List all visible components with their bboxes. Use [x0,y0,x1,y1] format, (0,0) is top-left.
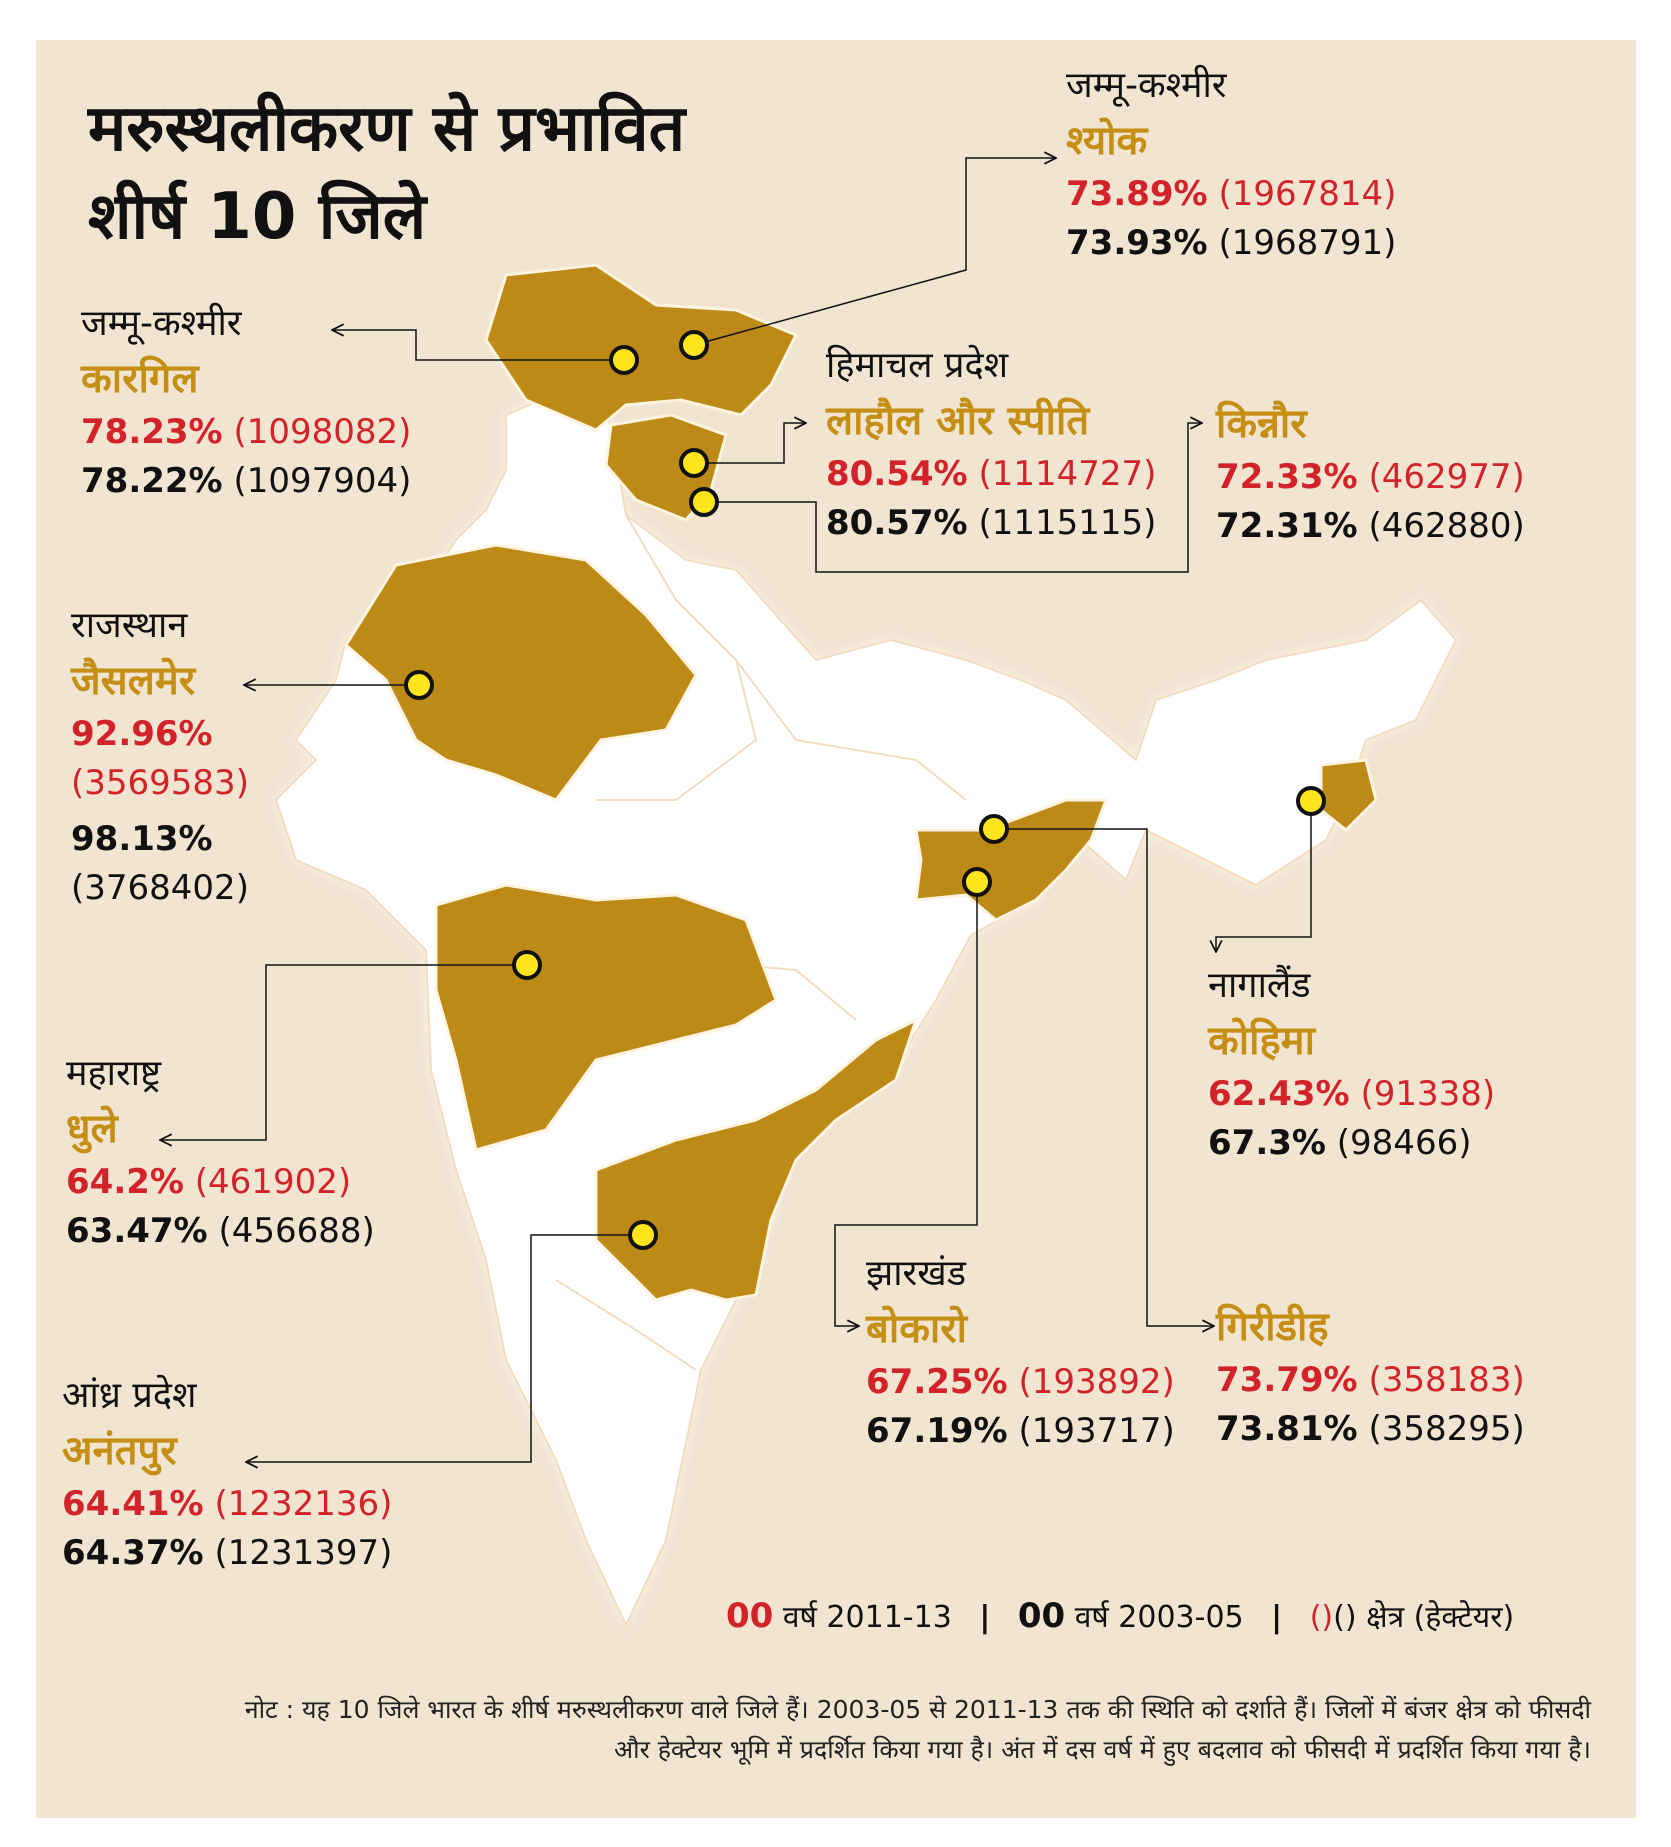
leader-kohima [1216,801,1312,952]
legend-area-label: क्षेत्र (हेक्टेयर) [1366,1600,1515,1635]
india-map [36,40,1458,1628]
label-jaisalmer: राजस्थान जैसलमेर 92.96% (3569583) 98.13%… [71,600,249,913]
maharashtra-region [434,883,778,1152]
marker-anantapur [628,1220,658,1250]
state-name: जम्मू-कश्मीर [81,303,242,344]
stat-2011-13: 80.54% (1114727) [826,454,1157,495]
stat-2011-13: 64.2% (461902) [66,1162,352,1203]
label-shyok: जम्मू-कश्मीर श्योक 73.89% (1967814) 73.9… [1066,60,1396,269]
stat-2011-13: 73.79% (358183) [1216,1360,1525,1400]
stat-2003-05: 73.93% (1968791) [1066,223,1397,264]
marker-jaisalmer [404,670,434,700]
label-anantapur: आंध्र प्रदेश अनंतपुर 64.41% (1232136) 64… [62,1370,392,1579]
rajasthan-region [344,543,698,802]
jharkhand-region [914,798,1109,922]
legend-paren-black: () [1333,1600,1357,1635]
jammu-kashmir-region [484,263,799,432]
highlighted-states [344,263,1378,1302]
stat-2003-05: 64.37% (1231397) [62,1533,393,1574]
district-name: कारगिल [81,356,199,403]
leader-anantapur [246,1234,643,1462]
state-name: हिमाचल प्रदेश [826,345,1009,386]
district-name: श्योक [1066,118,1148,165]
infographic-panel: मरुस्थलीकरण से प्रभावित शीर्ष 10 जिले जम… [36,40,1636,1818]
district-name: अनंतपुर [62,1428,177,1475]
legend-black-label: वर्ष 2003-05 [1074,1600,1244,1635]
title-line-2: शीर्ष 10 जिले [88,180,427,254]
stat-2003-05: 67.19% (193717) [866,1411,1175,1452]
state-name: आंध्र प्रदेश [62,1375,197,1416]
leader-bokaro [834,882,978,1326]
marker-giridih [979,814,1009,844]
footnote-line-1: नोट : यह 10 जिले भारत के शीर्ष मरुस्थलीक… [244,1695,1591,1724]
stat-2003-05: 73.81% (358295) [1216,1409,1525,1450]
district-markers [404,330,1326,1250]
title-line-1: मरुस्थलीकरण से प्रभावित [88,92,686,166]
state-name: महाराष्ट्र [66,1053,162,1094]
district-name: जैसलमेर [71,658,196,705]
marker-kargil [609,345,639,375]
leader-dhule [160,964,527,1140]
marker-dhule [512,950,542,980]
stat-2003-05: 80.57% (1115115) [826,503,1157,544]
label-lahaul-spiti: हिमाचल प्रदेश लाहौल और स्पीति 80.54% (11… [826,340,1156,549]
legend-separator: | [1271,1600,1283,1635]
marker-shyok [679,330,709,360]
marker-lahaul [679,448,709,478]
label-kargil: जम्मू-कश्मीर कारगिल 78.23% (1098082) 78.… [81,298,411,507]
stat-2011-13: 92.96% [71,714,213,755]
footnote-line-2: और हेक्टेयर भूमि में प्रदर्शित किया गया … [614,1735,1591,1764]
district-name: लाहौल और स्पीति [826,398,1090,445]
area-2003-05: (3768402) [71,868,249,909]
marker-kohima [1296,786,1326,816]
leader-lines [160,158,1312,1462]
legend-red-key: 00 [726,1596,774,1636]
stat-2011-13: 62.43% (91338) [1208,1074,1496,1115]
state-name: झारखंड [866,1253,966,1294]
footnote: नोट : यह 10 जिले भारत के शीर्ष मरुस्थलीक… [81,1690,1591,1770]
leader-shyok [693,158,1056,346]
district-name: धुले [66,1106,118,1153]
stat-2011-13: 67.25% (193892) [866,1362,1175,1403]
stat-2011-13: 73.89% (1967814) [1066,174,1397,215]
district-name: कोहिमा [1208,1018,1315,1065]
stat-2011-13: 64.41% (1232136) [62,1484,393,1525]
district-name: बोकारो [866,1306,967,1353]
legend-paren-red: () [1309,1600,1334,1635]
page-title: मरुस्थलीकरण से प्रभावित शीर्ष 10 जिले [88,85,685,261]
state-name: नागालैंड [1208,965,1311,1006]
label-bokaro: झारखंड बोकारो 67.25% (193892) 67.19% (19… [866,1248,1175,1457]
stat-2003-05: 78.22% (1097904) [81,461,412,502]
state-name: राजस्थान [71,605,188,646]
legend: 00 वर्ष 2011-13 | 00 वर्ष 2003-05 | ()()… [726,1595,1514,1636]
leader-lahaul [699,423,806,464]
stat-2003-05: 67.3% (98466) [1208,1123,1472,1164]
legend-black-key: 00 [1017,1596,1066,1636]
legend-red-label: वर्ष 2011-13 [782,1600,952,1635]
label-giridih: गिरीडीह 73.79% (358183) 73.81% (358295) [1216,1298,1525,1455]
marker-bokaro [962,867,992,897]
leader-giridih [994,828,1214,1326]
label-kohima: नागालैंड कोहिमा 62.43% (91338) 67.3% (98… [1208,960,1495,1169]
andhra-region [594,1017,919,1302]
leader-kinnaur [704,423,1202,573]
label-kinnaur: किन्नौर 72.33% (462977) 72.31% (462880) [1216,395,1525,552]
stat-2003-05: 72.31% (462880) [1216,506,1525,547]
stat-2003-05: 63.47% (456688) [66,1211,375,1252]
stat-2011-13: 78.23% (1098082) [81,412,412,453]
stat-2003-05: 98.13% [71,818,213,859]
state-name: जम्मू-कश्मीर [1066,65,1227,106]
stat-2011-13: 72.33% (462977) [1216,457,1525,497]
leader-kargil [332,330,624,361]
district-name: किन्नौर [1216,401,1307,447]
marker-kinnaur [689,487,719,517]
area-2011-13: (3569583) [71,763,249,804]
label-dhule: महाराष्ट्र धुले 64.2% (461902) 63.47% (4… [66,1048,375,1257]
district-name: गिरीडीह [1216,1304,1329,1350]
legend-separator: | [979,1600,991,1635]
